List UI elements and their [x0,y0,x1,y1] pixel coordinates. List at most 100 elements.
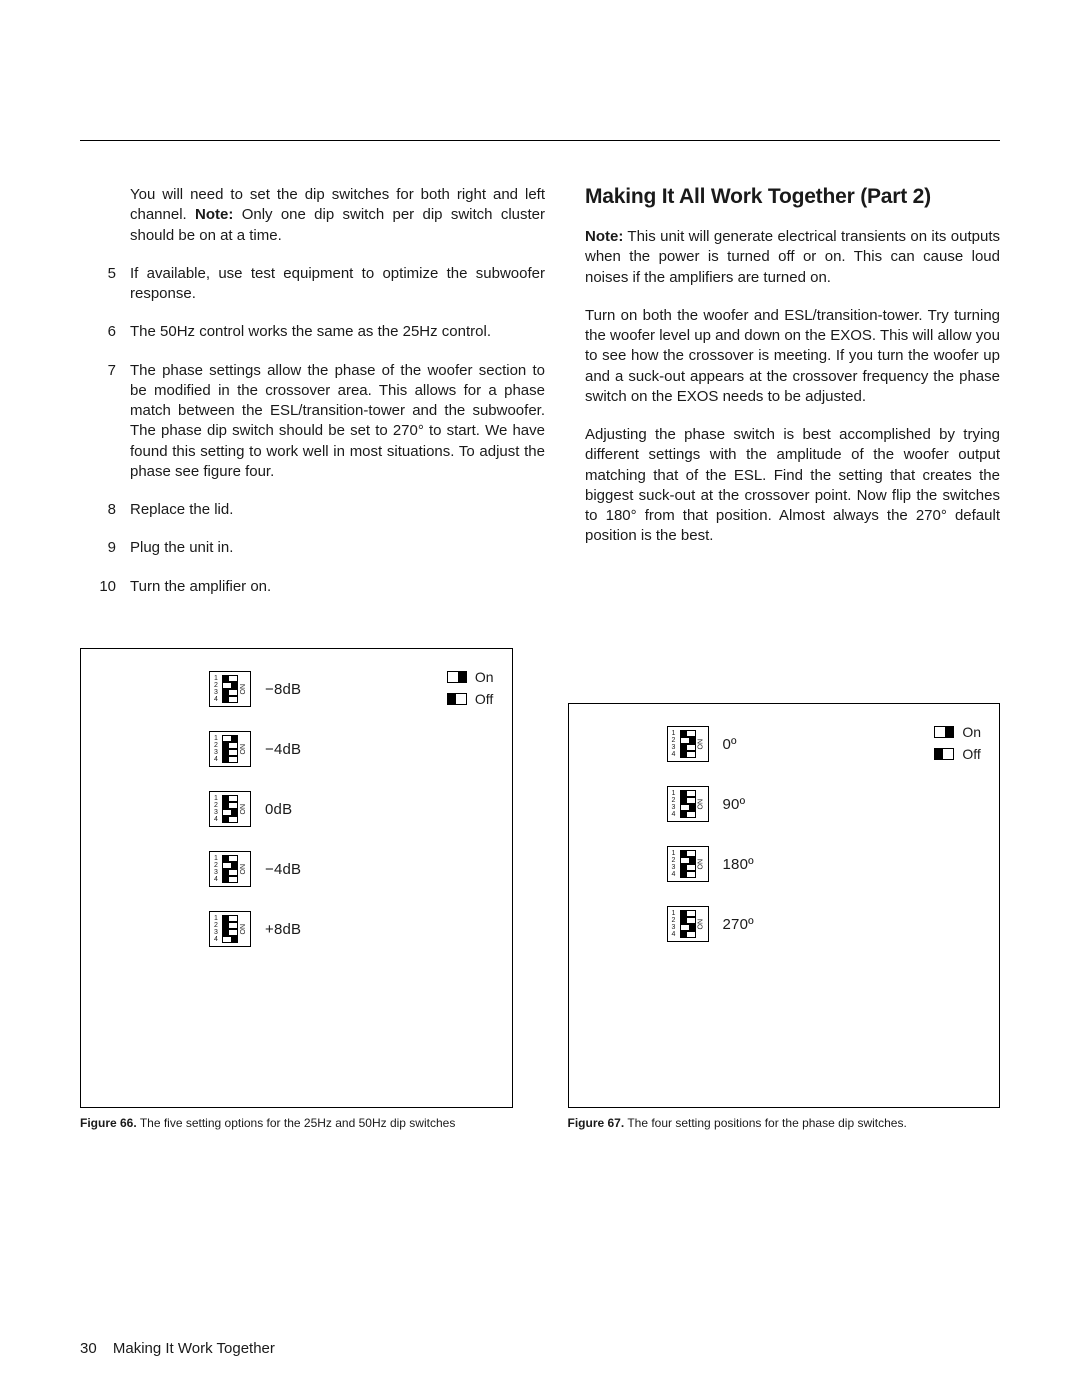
dip-switch [680,790,696,797]
dip-row: 2 [213,862,238,869]
switch-group: 1234ON+8dB [209,911,494,947]
dip-block: 1234ON [209,911,251,947]
dip-on-label: ON [698,859,705,870]
dip-number: 3 [671,924,677,931]
switch-group-label: 0dB [265,801,292,818]
dip-row: 1 [213,735,238,742]
dip-switch [222,922,238,929]
legend-on-label: On [475,669,494,685]
legend-off-row-67: Off [934,746,981,762]
figures-row: On Off 1234ON−8dB1234ON−4dB1234ON0dB1234… [80,648,1000,1130]
list-row: 8Replace the lid. [130,500,545,520]
list-row: 5If available, use test equipment to opt… [130,264,545,305]
list-row: 6The 50Hz control works the same as the … [130,322,545,342]
list-text: Turn the amplifier on. [130,577,545,597]
figure-66-box: On Off 1234ON−8dB1234ON−4dB1234ON0dB1234… [80,648,513,1108]
figure-66-caption: Figure 66. The five setting options for … [80,1116,513,1130]
dip-number: 4 [213,816,219,823]
switch-group: 1234ON−4dB [209,731,494,767]
figure-66-caption-rest: The five setting options for the 25Hz an… [140,1116,456,1130]
switch-group-label: 0º [723,736,737,753]
list-number: 9 [86,538,116,558]
dip-switch [680,850,696,857]
numbered-list: 5If available, use test equipment to opt… [130,264,545,597]
dip-row: 2 [213,922,238,929]
list-number: 8 [86,500,116,520]
right-column: Making It All Work Together (Part 2) Not… [585,185,1000,615]
p3: Adjusting the phase switch is best accom… [585,425,1000,547]
figure-67-col: On Off 1234ON0º1234ON90º1234ON180º1234ON… [568,648,1001,1130]
switch-group: 1234ON 0dB [209,791,494,827]
list-text: Plug the unit in. [130,538,545,558]
dip-row: 4 [671,811,696,818]
dip-block: 1234ON [667,786,709,822]
dip-switch [680,924,696,931]
legend-67: On Off [934,724,981,768]
section-title: Making It All Work Together (Part 2) [585,185,1000,209]
dip-number: 1 [213,915,219,922]
dip-number: 1 [213,855,219,862]
dip-number: 1 [213,735,219,742]
p1-note-text: This unit will generate electrical trans… [585,228,1000,286]
left-column: You will need to set the dip switches fo… [80,185,545,615]
dip-number: 4 [671,931,677,938]
dip-switch [222,795,238,802]
p2: Turn on both the woofer and ESL/transiti… [585,306,1000,407]
dip-switch [680,864,696,871]
dip-row: 3 [213,809,238,816]
dip-block: 1234ON [209,791,251,827]
legend-off-row: Off [447,691,494,707]
list-row: 9Plug the unit in. [130,538,545,558]
dip-row: 4 [213,696,238,703]
dip-row: 2 [213,742,238,749]
dip-number: 3 [213,749,219,756]
dip-switch [680,751,696,758]
dip-switch [680,857,696,864]
dip-switch [222,749,238,756]
dip-number: 2 [671,797,677,804]
dip-on-label: ON [240,684,247,695]
dip-row: 1 [213,915,238,922]
figure-66-col: On Off 1234ON−8dB1234ON−4dB1234ON0dB1234… [80,648,513,1130]
dip-number: 4 [213,696,219,703]
dip-row: 2 [213,682,238,689]
dip-row: 3 [213,749,238,756]
dip-row: 2 [671,917,696,924]
dip-switch [222,689,238,696]
dip-number: 4 [213,876,219,883]
legend-66: On Off [447,669,494,713]
dip-switch [680,917,696,924]
dip-row: 3 [671,744,696,751]
dip-row: 4 [213,756,238,763]
dip-switch [222,756,238,763]
dip-number: 2 [671,917,677,924]
dip-row: 1 [213,855,238,862]
dip-number: 2 [213,742,219,749]
list-text: Replace the lid. [130,500,545,520]
dip-switch [222,869,238,876]
dip-number: 2 [213,862,219,869]
switch-group: 1234ON270º [667,906,982,942]
switch-group: 1234ON90º [667,786,982,822]
legend-on-icon [447,671,467,683]
dip-row: 2 [671,857,696,864]
dip-switch [680,744,696,751]
list-number: 6 [86,322,116,342]
dip-on-label: ON [698,919,705,930]
switch-group-label: −8dB [265,681,301,698]
dip-block: 1234ON [667,906,709,942]
list-row: 10Turn the amplifier on. [130,577,545,597]
dip-row: 3 [671,864,696,871]
dip-switch [222,876,238,883]
dip-number: 1 [671,730,677,737]
page-number: 30 [80,1340,97,1357]
dip-number: 2 [213,802,219,809]
dip-switch [222,929,238,936]
dip-switch [680,811,696,818]
figure-66-groups: 1234ON−8dB1234ON−4dB1234ON0dB1234ON−4dB1… [99,671,494,947]
dip-row: 2 [671,737,696,744]
figure-67-box: On Off 1234ON0º1234ON90º1234ON180º1234ON… [568,703,1001,1108]
switch-group: 1234ON−4dB [209,851,494,887]
dip-switch [222,735,238,742]
dip-switch [222,696,238,703]
